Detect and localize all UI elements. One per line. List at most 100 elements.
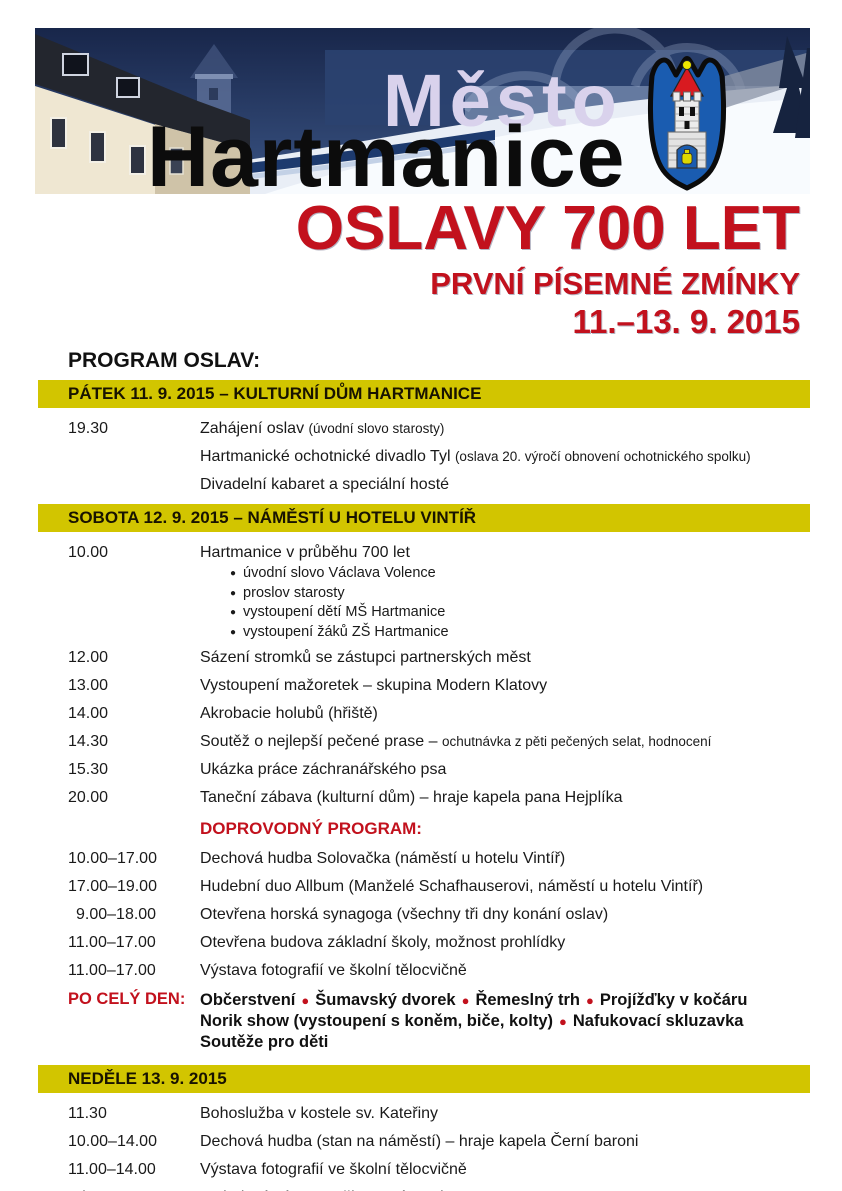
schedule-row: 15.30 Ukázka práce záchranářského psa [68, 761, 810, 779]
row-text: Otevřena horská synagoga (všechny tři dn… [200, 906, 609, 923]
row-text: Sázení stromků se zástupci partnerských … [200, 649, 531, 667]
list-item: ● vystoupení dětí MŠ Hartmanice [230, 603, 810, 623]
all-day-item: Norik show (vystoupení s koněm, biče, ko… [200, 1012, 553, 1030]
row-note: (oslava 20. výročí obnovení ochotnického… [454, 449, 751, 464]
all-day-lines: Občerstvení ● Šumavský dvorek ● Řemeslný trh… [200, 990, 747, 1052]
friday-rows: 19.30 Zahájení oslav (úvodní slovo staro… [38, 420, 810, 494]
day-header-saturday: SOBOTA 12. 9. 2015 – NÁMĚSTÍ U HOTELU VI… [38, 504, 810, 532]
all-day-item: Řemeslný trh [475, 991, 580, 1009]
schedule: PÁTEK 11. 9. 2015 – KULTURNÍ DŮM HARTMAN… [38, 380, 810, 1191]
all-day-block: PO CELÝ DEN: Občerstvení ● Šumavský dvorek… [38, 990, 810, 1052]
event-dates: 11.–13. 9. 2015 [572, 302, 800, 340]
separator-dot-icon: ● [559, 1014, 567, 1029]
bullet-icon: ● [230, 626, 237, 638]
banner-city-label: Město [383, 59, 622, 142]
row-main-text: Soutěž o nejlepší pečené prase – [200, 733, 442, 750]
schedule-row: 11.00–17.00 Otevřena budova základní ško… [68, 934, 810, 952]
event-subtitle: PRVNÍ PÍSEMNÉ ZMÍNKY [430, 266, 800, 302]
schedule-row: 10.00–17.00 Dechová hudba Solovačka (nám… [68, 850, 810, 868]
side-program-rows: 10.00–17.00 Dechová hudba Solovačka (nám… [38, 850, 810, 980]
row-text: Ukázka práce záchranářského psa [200, 761, 446, 779]
schedule-row: 14.30 Soutěž o nejlepší pečené prase – o… [68, 733, 810, 751]
row-main-text: Sázení stromků se zástupci partnerských … [200, 649, 531, 666]
row-time: 11.00–14.00 [68, 1161, 156, 1178]
row-text: Vystoupení mažoretek – skupina Modern Kl… [200, 677, 547, 695]
row-text: Dechová hudba Solovačka (náměstí u hotel… [200, 850, 566, 867]
schedule-row: 11.00–14.00 Výstava fotografií ve školní… [68, 1161, 810, 1179]
row-time [68, 476, 200, 494]
row-time: 12.00 [68, 649, 109, 666]
row-time: 11.00–17.00 [68, 934, 156, 951]
row-time: 11.00–17.00 [68, 962, 156, 979]
row-text: Soutěž o nejlepší pečené prase – ochutná… [200, 733, 711, 751]
all-day-line: Norik show (vystoupení s koněm, biče, ko… [200, 1011, 747, 1032]
row-time: 14.00 [68, 705, 109, 722]
program-heading: PROGRAM OSLAV: [68, 349, 261, 372]
schedule-row: 10.00–14.00 Dechová hudba (stan na náměs… [68, 1133, 810, 1151]
row-text: Akrobacie holubů (hřiště) [200, 705, 378, 723]
row-text: Fotbalový zápas muži x stará garda [200, 1189, 453, 1191]
row-time: 13.00 [68, 677, 109, 694]
row-time [68, 448, 200, 466]
list-item: ● vystoupení žáků ZŠ Hartmanice [230, 623, 810, 643]
row-text: Taneční zábava (kulturní dům) – hraje ka… [200, 789, 622, 807]
separator-dot-icon: ● [301, 993, 310, 1008]
bullet-icon: ● [230, 568, 237, 579]
row-main-text: Divadelní kabaret a speciální hosté [200, 476, 450, 493]
row-text: Výstava fotografií ve školní tělocvičně [200, 1161, 467, 1178]
banner-graphic: Město Hartmanice [35, 28, 810, 194]
schedule-row: 14.00 Akrobacie holubů (hřiště) [68, 705, 810, 723]
row-time: 20.00 [68, 789, 109, 806]
row-text: Zahájení oslav (úvodní slovo starosty) [200, 420, 444, 438]
row-time: 10.00 [68, 544, 109, 561]
side-program-heading: DOPROVODNÝ PROGRAM: [200, 819, 422, 838]
row-time: 11.30 [68, 1105, 107, 1122]
row-main-text: Zahájení oslav [200, 420, 309, 437]
row-main-text: Ukázka práce záchranářského psa [200, 761, 447, 778]
sub-event-text: vystoupení dětí MŠ Hartmanice [243, 604, 446, 620]
row-time: 19.30 [68, 420, 109, 437]
schedule-row: Divadelní kabaret a speciální hosté [68, 476, 810, 494]
coat-of-arms-icon [648, 56, 726, 191]
banner-house [35, 34, 250, 194]
row-main-text: Hartmanické ochotnické divadlo Tyl [200, 448, 455, 465]
row-text: Bohoslužba v kostele sv. Kateřiny [200, 1105, 439, 1122]
all-day-line: Soutěže pro děti [200, 1032, 747, 1052]
schedule-row: 11.00–17.00 Výstava fotografií ve školní… [68, 962, 810, 980]
banner-trees [773, 36, 810, 138]
banner-city-name: Hartmanice [147, 109, 625, 194]
row-text: Výstava fotografií ve školní tělocvičně [200, 962, 467, 979]
day-header-sunday: NEDĚLE 13. 9. 2015 [38, 1065, 810, 1093]
schedule-row: 11.30 Bohoslužba v kostele sv. Kateřiny [68, 1105, 810, 1123]
schedule-row: 10.00 Hartmanice v průběhu 700 let [68, 544, 810, 562]
sunday-rows: 11.30 Bohoslužba v kostele sv. Kateřiny … [38, 1105, 810, 1191]
row-text: Hudební duo Allbum (Manželé Schafhausero… [200, 878, 704, 895]
row-text: Hartmanické ochotnické divadlo Tyl (osla… [200, 448, 751, 466]
sub-event-text: úvodní slovo Václava Volence [243, 565, 436, 581]
row-main-text: Vystoupení mažoretek – skupina Modern Kl… [200, 677, 548, 694]
event-title: OSLAVY 700 LET [295, 194, 800, 263]
row-main-text: Taneční zábava (kulturní dům) – hraje ka… [200, 789, 623, 806]
list-item: ● proslov starosty [230, 584, 810, 604]
all-day-item: Šumavský dvorek [315, 991, 456, 1009]
schedule-row: 19.30 Zahájení oslav (úvodní slovo staro… [68, 420, 810, 438]
separator-dot-icon: ● [461, 993, 470, 1008]
bullet-icon: ● [230, 587, 237, 599]
row-text: Divadelní kabaret a speciální hosté [200, 476, 449, 494]
city-banner: Město Hartmanice [35, 28, 810, 194]
saturday-rows: 10.00 Hartmanice v průběhu 700 let ● úvod… [38, 544, 810, 807]
row-text: Hartmanice v průběhu 700 let [200, 544, 410, 561]
all-day-item: Projížďky v kočáru [599, 991, 748, 1009]
schedule-row: od 14.00 Fotbalový zápas muži x stará ga… [68, 1189, 810, 1191]
row-time: od 14.00 [68, 1189, 200, 1191]
schedule-row: 17.00–19.00 Hudební duo Allbum (Manželé … [68, 878, 810, 896]
sub-event-list: ● úvodní slovo Václava Volence ● proslov s… [230, 564, 810, 642]
day-header-friday: PÁTEK 11. 9. 2015 – KULTURNÍ DŮM HARTMAN… [38, 380, 810, 408]
schedule-row: 9.00–18.00 Otevřena horská synagoga (vše… [68, 906, 810, 924]
schedule-row: 13.00 Vystoupení mažoretek – skupina Mod… [68, 677, 810, 695]
row-note: (úvodní slovo starosty) [308, 421, 445, 436]
all-day-line: Občerstvení ● Šumavský dvorek ● Řemeslný trh… [200, 990, 747, 1011]
row-main-text: Akrobacie holubů (hřiště) [200, 705, 378, 722]
event-title-block: OSLAVY 700 LET PRVNÍ PÍSEMNÉ ZMÍNKY 11.–… [0, 194, 800, 340]
